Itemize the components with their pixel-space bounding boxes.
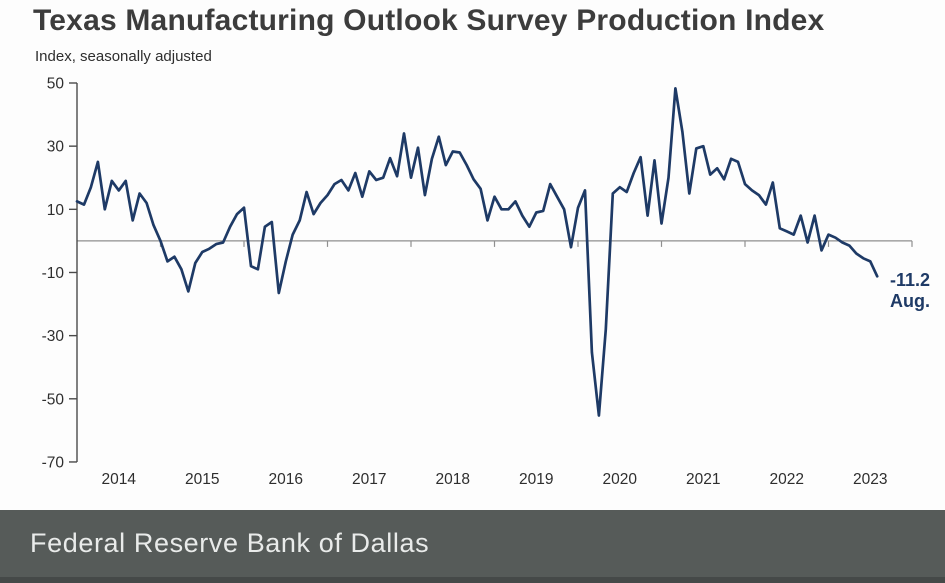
svg-text:2019: 2019 <box>519 471 553 488</box>
axis-unit-label: Index, seasonally adjusted <box>35 48 212 65</box>
svg-text:2016: 2016 <box>269 471 303 488</box>
svg-text:-10: -10 <box>42 265 65 282</box>
footer-text: Federal Reserve Bank of Dallas <box>30 528 430 558</box>
annotation-month: Aug. <box>890 291 930 311</box>
svg-text:2017: 2017 <box>352 471 386 488</box>
svg-text:2018: 2018 <box>436 471 470 488</box>
footer-bar: Federal Reserve Bank of Dallas <box>0 510 945 583</box>
svg-text:2023: 2023 <box>853 471 887 488</box>
svg-text:-70: -70 <box>42 454 65 471</box>
svg-text:10: 10 <box>47 202 65 219</box>
svg-text:-30: -30 <box>42 328 65 345</box>
chart-title: Texas Manufacturing Outlook Survey Produ… <box>33 4 825 37</box>
svg-text:-50: -50 <box>42 391 65 408</box>
svg-text:50: 50 <box>47 76 65 93</box>
last-value-annotation: -11.2 Aug. <box>890 270 930 312</box>
svg-text:2020: 2020 <box>603 471 638 488</box>
svg-text:30: 30 <box>47 139 65 156</box>
svg-text:2022: 2022 <box>770 471 804 488</box>
annotation-value: -11.2 <box>889 270 930 290</box>
line-chart: 50 30 10 -10 -30 -50 -70 2014 2015 2016 2017 2018 20… <box>42 76 913 488</box>
svg-text:2021: 2021 <box>686 471 720 488</box>
svg-text:2015: 2015 <box>185 471 219 488</box>
svg-text:2014: 2014 <box>102 471 137 488</box>
